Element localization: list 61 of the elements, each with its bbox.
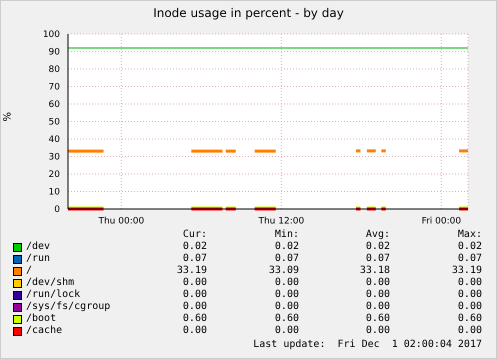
- legend-label: /run/lock: [26, 289, 80, 301]
- legend-label: /cache: [26, 325, 62, 337]
- y-tick-label: 20: [48, 170, 60, 180]
- y-tick-label: 0: [54, 205, 60, 216]
- text: 0.00: [458, 289, 482, 301]
- text: 0.00: [366, 277, 390, 289]
- text: 0.60: [458, 313, 482, 325]
- text: 0.00: [182, 277, 207, 289]
- y-tick-label: 80: [48, 65, 60, 76]
- y-tick-label: 50: [48, 118, 60, 128]
- text: 0.00: [182, 301, 207, 313]
- text: Min:: [274, 229, 299, 241]
- x-tick-label: Thu 12:00: [257, 216, 304, 226]
- text: 33.09: [268, 265, 299, 277]
- text: 0.02: [182, 241, 207, 253]
- text: 0.00: [182, 289, 207, 301]
- y-tick-label: 100: [42, 30, 60, 40]
- text: 0.00: [458, 277, 482, 289]
- legend-label: /run: [26, 253, 50, 265]
- text: 33.19: [452, 265, 482, 277]
- chart-title: Inode usage in percent - by day: [152, 6, 345, 20]
- x-tick-label: Fri 00:00: [422, 216, 462, 226]
- text: 0.60: [366, 313, 390, 325]
- legend-label: /dev/shm: [26, 277, 74, 289]
- text: 0.07: [366, 253, 390, 265]
- legend-label: /: [26, 265, 32, 277]
- text: 0.00: [182, 325, 207, 337]
- legend-label: /sys/fs/cgroup: [26, 301, 110, 313]
- text: Avg:: [366, 229, 390, 241]
- text: 0.00: [274, 277, 299, 289]
- text: 0.02: [274, 241, 299, 253]
- y-tick-label: 90: [48, 48, 60, 58]
- text: 33.18: [360, 265, 390, 277]
- y-tick-label: 30: [48, 152, 60, 163]
- text: 0.00: [366, 325, 390, 337]
- text: Last update: Fri Dec 1 02:00:04 2017: [253, 339, 482, 351]
- y-tick-label: 60: [48, 100, 60, 110]
- legend-label: /boot: [26, 313, 56, 325]
- text: 0.00: [274, 289, 299, 301]
- text: 0.07: [274, 253, 299, 265]
- text: 0.00: [458, 325, 482, 337]
- text: Cur:: [182, 229, 207, 241]
- text: 0.60: [274, 313, 299, 325]
- text: 0.00: [366, 301, 390, 313]
- text: 0.00: [366, 289, 390, 301]
- y-axis-title: %: [2, 112, 14, 122]
- y-tick-label: 40: [48, 135, 60, 146]
- y-tick-label: 10: [48, 188, 60, 198]
- x-tick-label: Thu 00:00: [97, 216, 144, 226]
- text: 0.00: [274, 325, 299, 337]
- text: 0.07: [458, 253, 482, 265]
- text: 0.07: [182, 253, 207, 265]
- text: 0.00: [274, 301, 299, 313]
- y-tick-label: 70: [48, 82, 60, 93]
- legend-label: /dev: [26, 241, 50, 253]
- text: 0.00: [458, 301, 482, 313]
- text: 33.19: [176, 265, 207, 277]
- text: 0.02: [366, 241, 390, 253]
- text: 0.02: [458, 241, 482, 253]
- text: 0.60: [182, 313, 207, 325]
- text: Max:: [458, 229, 482, 241]
